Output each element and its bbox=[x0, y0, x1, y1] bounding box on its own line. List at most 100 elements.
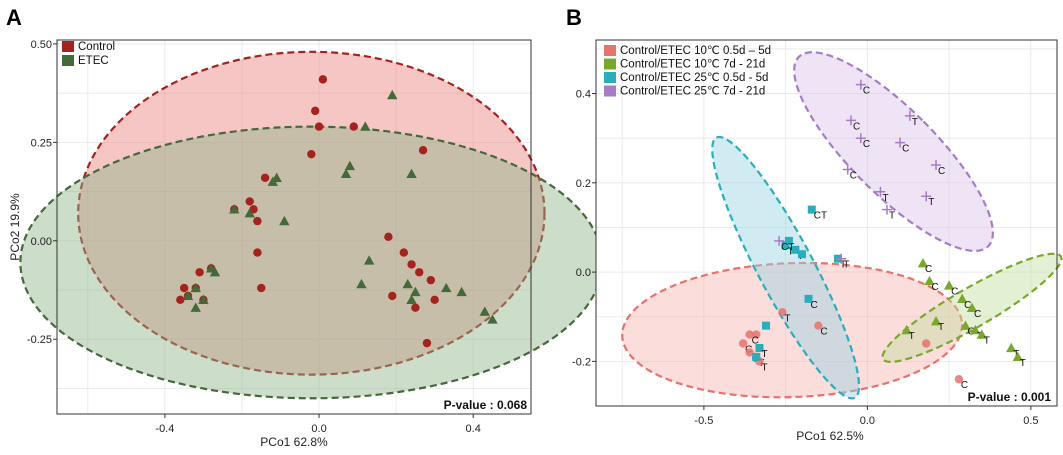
point-label: T bbox=[912, 117, 918, 128]
point-s0-0 bbox=[318, 75, 328, 84]
y-tick-label: 0.2 bbox=[576, 178, 591, 190]
point-label: C bbox=[967, 327, 974, 338]
point-s2-7 bbox=[762, 321, 771, 330]
point-label: CT bbox=[781, 242, 794, 253]
legend-b: Control/ETEC 10℃ 0.5d – 5d Control/ETEC 1… bbox=[604, 45, 771, 98]
legend-label-0: Control/ETEC 10℃ 0.5d – 5d bbox=[620, 45, 771, 57]
y-tick-label: 0.50 bbox=[31, 39, 52, 51]
point-s0-5 bbox=[745, 348, 754, 357]
point-s1-16 bbox=[410, 286, 421, 297]
x-tick-label: 0.0 bbox=[860, 415, 875, 427]
point-s0-2 bbox=[752, 330, 761, 339]
point-s2-5 bbox=[797, 250, 806, 259]
point-label: C bbox=[863, 139, 870, 150]
x-axis-label-b: PCo1 62.5% bbox=[796, 429, 864, 443]
point-s0-17 bbox=[415, 268, 424, 277]
x-tick-label: -0.4 bbox=[155, 423, 174, 435]
point-s3-9 bbox=[921, 191, 932, 202]
ellipse-0 bbox=[77, 50, 546, 376]
point-label: C bbox=[902, 144, 909, 155]
point-s0-13 bbox=[399, 248, 409, 257]
point-label: T bbox=[882, 193, 888, 204]
legend-a: Control ETEC bbox=[62, 41, 115, 67]
point-s1-8 bbox=[976, 329, 988, 339]
point-s3-0 bbox=[855, 79, 866, 90]
point-label: C bbox=[853, 121, 860, 132]
point-label: C bbox=[951, 286, 958, 297]
point-s3-6 bbox=[842, 164, 853, 175]
point-s3-3 bbox=[904, 110, 915, 121]
point-label: C bbox=[964, 300, 971, 311]
point-s0-4 bbox=[738, 339, 748, 348]
ticks-b: -0.5 0.0 0.5 0.4 0.2 0.0 -0.2 bbox=[572, 89, 1038, 427]
legend-swatch-2 bbox=[604, 72, 616, 83]
plot-area-a bbox=[57, 40, 531, 414]
point-s2-8 bbox=[755, 343, 764, 352]
point-label: T bbox=[840, 260, 846, 271]
point-label: C bbox=[863, 86, 870, 97]
panel-a: -0.4 0.0 0.4 0.50 0.25 0.00 -0.25 PCo1 62.8% P… bbox=[8, 39, 604, 449]
point-s0-2 bbox=[314, 122, 324, 131]
point-s1-22 bbox=[190, 302, 201, 312]
legend-label-3: Control/ETEC 25℃ 7d - 21d bbox=[620, 86, 765, 98]
point-s1-9 bbox=[279, 215, 290, 226]
y-tick-label: 0.4 bbox=[576, 89, 591, 101]
point-s1-4 bbox=[966, 302, 978, 312]
point-s0-3 bbox=[349, 122, 358, 131]
point-s0-15 bbox=[195, 268, 204, 277]
point-s1-6 bbox=[960, 320, 971, 330]
point-label: T bbox=[938, 322, 944, 333]
x-tick-label: 0.4 bbox=[466, 423, 481, 435]
ellipse-0 bbox=[621, 261, 964, 399]
point-s1-24 bbox=[487, 314, 498, 324]
point-s1-13 bbox=[356, 278, 367, 289]
point-label: C bbox=[850, 170, 857, 181]
point-s0-28 bbox=[422, 338, 432, 348]
point-s2-0 bbox=[807, 205, 816, 214]
y-axis-label-a: PCo2 19.9% bbox=[8, 193, 22, 261]
point-label: T bbox=[889, 211, 895, 222]
legend-label-0: Control bbox=[78, 41, 115, 53]
point-s1-10 bbox=[363, 255, 375, 265]
point-label: C bbox=[811, 300, 818, 311]
legend-label-1: Control/ETEC 10℃ 7d - 21d bbox=[620, 59, 765, 71]
point-s1-0 bbox=[917, 257, 929, 268]
point-s1-14 bbox=[402, 278, 413, 289]
point-label: C bbox=[925, 264, 932, 275]
point-s0-19 bbox=[426, 275, 436, 285]
y-tick-label: -0.25 bbox=[27, 334, 52, 346]
panel-label-a: A bbox=[6, 5, 22, 30]
point-label: C bbox=[961, 380, 968, 391]
point-label: T bbox=[761, 349, 767, 360]
point-s0-1 bbox=[814, 321, 823, 330]
point-s0-8 bbox=[922, 339, 931, 348]
point-s2-2 bbox=[781, 241, 790, 250]
y-tick-label: 0.0 bbox=[576, 267, 591, 279]
point-s0-12 bbox=[253, 248, 262, 257]
point-s1-20 bbox=[198, 294, 209, 304]
point-s0-5 bbox=[418, 146, 428, 155]
point-s2-9 bbox=[752, 352, 761, 361]
point-s1-3 bbox=[344, 160, 356, 171]
legend-label-1: ETEC bbox=[78, 55, 109, 67]
point-label: CT bbox=[814, 211, 827, 222]
plot-border-b bbox=[595, 39, 1058, 407]
point-s1-10 bbox=[1006, 342, 1017, 353]
grid-a bbox=[57, 40, 531, 414]
point-s0-1 bbox=[310, 106, 320, 116]
point-label: T bbox=[1020, 358, 1026, 369]
point-s0-10 bbox=[253, 216, 262, 226]
point-s3-10 bbox=[774, 235, 785, 246]
point-s1-21 bbox=[406, 294, 417, 304]
point-s1-15 bbox=[190, 282, 201, 293]
point-label: C bbox=[931, 282, 938, 293]
point-s0-3 bbox=[745, 330, 754, 339]
point-label: T bbox=[761, 362, 767, 373]
point-s0-9 bbox=[954, 375, 964, 384]
point-label: T bbox=[909, 331, 915, 342]
p-value-b: P-value : 0.001 bbox=[968, 390, 1052, 404]
point-s0-26 bbox=[430, 295, 439, 305]
point-s3-2 bbox=[855, 133, 866, 144]
point-s3-1 bbox=[846, 115, 857, 126]
point-s1-1 bbox=[924, 275, 935, 286]
